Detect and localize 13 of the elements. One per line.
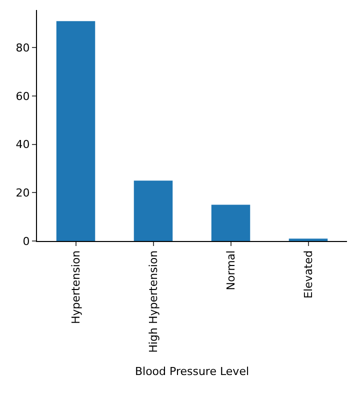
x-tick-label: Elevated xyxy=(302,250,315,298)
x-tick-label: Normal xyxy=(224,250,238,290)
bar xyxy=(134,180,173,241)
y-tick-label: 40 xyxy=(16,138,30,152)
bar xyxy=(211,204,250,241)
x-tick-label: Hypertension xyxy=(69,250,82,324)
y-tick-label: 60 xyxy=(16,90,30,103)
x-tick-label: High Hypertension xyxy=(146,250,160,353)
y-tick-label: 0 xyxy=(22,234,30,248)
bar xyxy=(56,21,96,241)
x-axis-title: Blood Pressure Level xyxy=(134,364,250,378)
y-tick-label: 80 xyxy=(16,42,30,55)
y-tick-label: 20 xyxy=(16,186,30,200)
